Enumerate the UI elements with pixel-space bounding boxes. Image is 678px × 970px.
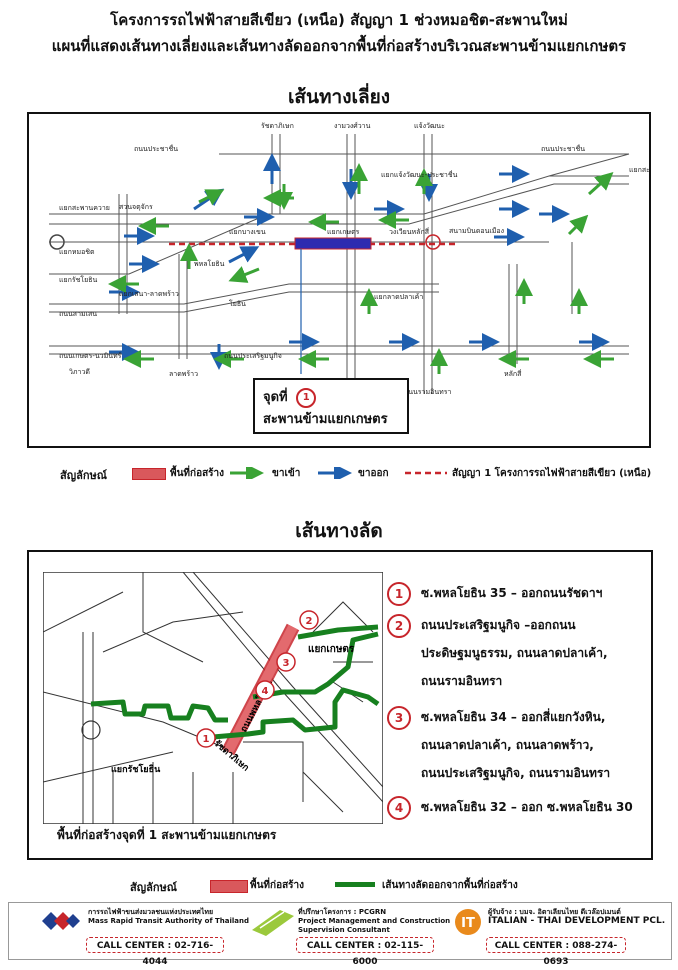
label-lakhsi: หลักสี่: [504, 369, 522, 378]
italthai-logo-icon: IT: [455, 909, 481, 935]
header-subtitle: แผนที่แสดงเส้นทางเลี่ยงและเส้นทางลัดออกจ…: [51, 37, 627, 55]
legend1: สัญลักษณ์: [60, 466, 107, 484]
road-network: [49, 134, 630, 394]
legend1-construction: พื้นที่ก่อสร้าง: [170, 468, 225, 479]
label-latprao: ลาดพร้าว: [169, 370, 198, 378]
legend1-contract-line: [405, 471, 447, 475]
construction-area-rect: [294, 237, 372, 250]
shortcut-heading: เส้นทางลัด: [295, 520, 383, 542]
sc-item-2b: ประดิษฐมนูธรรม, ถนนลาดปลาเค้า,: [421, 646, 608, 660]
sc-item-3b: ถนนลาดปลาเค้า, ถนนลาดพร้าว,: [421, 738, 594, 752]
pcgrn-logo-icon: [252, 910, 294, 936]
label-phaholyothin: พหลโยธิน: [194, 259, 225, 268]
svg-text:IT: IT: [461, 916, 475, 931]
sc-markers: 1 2 3 4: [196, 610, 319, 748]
label-prasert-h: ถนนประเสริฐมนูกิจ: [224, 352, 282, 360]
point-number-badge: 1: [296, 387, 317, 408]
legend1-inbound-arrow: [230, 467, 264, 479]
footer-call2: CALL CENTER : 02-115-6000: [296, 937, 434, 967]
sc-label-ratchayothin: แยกรัชโยธิน: [111, 763, 161, 775]
mrta-logo-icon: [42, 912, 80, 930]
svg-text:2: 2: [306, 616, 313, 627]
label-donmueang: สนามบินดอนเมือง: [449, 227, 504, 235]
point-label: จุดที่ 1: [263, 386, 326, 408]
sc-item-2: 2 ถนนประเสริฐมนูกิจ –ออกถนน: [387, 610, 576, 640]
svg-text:1: 1: [203, 734, 210, 745]
legend1-contract: สัญญา 1 โครงการรถไฟฟ้าสายสีเขียว (เหนือ): [452, 468, 652, 479]
legend2-construction: พื้นที่ก่อสร้าง: [250, 880, 305, 891]
label-chaengwattana: แจ้งวัฒนะ: [414, 122, 445, 130]
legend1-outbound: ขาออก: [358, 468, 389, 479]
svg-text:3: 3: [283, 658, 290, 669]
legend1-inbound: ขาเข้า: [272, 468, 301, 479]
label-ratchada: รัชดาภิเษก: [261, 122, 294, 130]
sc-item-3c: ถนนประเสริฐมนูกิจ, ถนนรามอินทรา: [421, 766, 611, 780]
legend2-shortcut-swatch: [335, 882, 375, 887]
svg-text:4: 4: [262, 686, 269, 697]
label-mochit: แยกหมอชิต: [59, 248, 95, 256]
label-prachachuen-r: ถนนประชาชื่น: [541, 144, 585, 153]
label-yothin: โยธิน: [229, 299, 246, 308]
label-ladplakhao: แยกลาดปลาเค้า: [374, 293, 423, 301]
legend1-title: สัญลักษณ์: [60, 469, 107, 482]
footer-org3: ผู้รับจ้าง : บมจ. อิตาเลียนไทย ดีเวล๊อปเ…: [488, 908, 666, 926]
shortcut-routes: [90, 624, 380, 740]
label-saphanmai: แยกสะพานใหม่: [629, 165, 649, 174]
detour-map: รัชดาภิเษก งามวงศ์วาน แจ้งวัฒนะ ถนนประชา…: [49, 122, 649, 396]
label-chatuchak: สวนจตุจักร: [119, 203, 153, 211]
label-bangkhen: แยกบางเขน: [229, 228, 266, 236]
label-kaset: แยกเกษตร: [327, 228, 360, 236]
label-sena: แยกเสนา-ลาดพร้าว: [119, 290, 179, 298]
sc-item-3: 3 ซ.พหลโยธิน 34 – ออกสี่แยกวังหิน,: [387, 702, 605, 732]
sc-item-2c: ถนนรามอินทรา: [421, 674, 503, 688]
legend1-construction-swatch: [132, 468, 166, 480]
legend2-title: สัญลักษณ์: [130, 881, 177, 894]
header-title: โครงการรถไฟฟ้าสายสีเขียว (เหนือ) สัญญา 1…: [110, 11, 568, 29]
label-kasetnawamin: ถนนเกษตร-นวมินทร์: [59, 352, 122, 360]
sc-item-4: 4 ซ.พหลโยธิน 32 – ออก ซ.พหลโยธิน 30: [387, 792, 633, 822]
sc-item-1: 1 ซ.พหลโยธิน 35 – ออกถนนรัชดาฯ: [387, 578, 602, 608]
footer-call3: CALL CENTER : 088-274-0693: [486, 937, 626, 967]
label-ramindra: ถนนรามอินทรา: [404, 388, 451, 396]
inbound-arrows: [108, 163, 614, 374]
roundabout-lakhsi: [425, 234, 441, 250]
shortcut-map: แยกเกษตร ถนนพหลโยธิน ถนนวิภาวดี แยกรัชโย…: [43, 572, 383, 824]
legend2-shortcut: เส้นทางลัดออกจากพื้นที่ก่อสร้าง: [382, 880, 518, 891]
legend1-outbound-arrow: [318, 467, 352, 479]
label-saphankhwai: แยกสะพานควาย: [59, 204, 110, 212]
detour-map-frame: รัชดาภิเษก งามวงศ์วาน แจ้งวัฒนะ ถนนประชา…: [27, 112, 651, 448]
label-prachachuen-l: ถนนประชาชื่น: [134, 144, 178, 153]
footer-call1: CALL CENTER : 02-716-4044: [86, 937, 224, 967]
label-chaengwattana-prachachuen: แยกแจ้งวัฒนะ-ประชาชื่น: [381, 170, 458, 179]
shortcut-frame: แยกเกษตร ถนนพหลโยธิน ถนนวิภาวดี แยกรัชโย…: [27, 550, 653, 860]
roundabout-left: [49, 234, 65, 250]
sc-map-caption: พื้นที่ก่อสร้างจุดที่ 1 สะพานข้ามแยกเกษต…: [57, 828, 277, 842]
detour-heading: เส้นทางเลี่ยง: [287, 86, 391, 108]
legend2-construction-swatch: [210, 880, 248, 893]
outbound-arrows: [109, 153, 610, 370]
label-ratchayothin: แยกรัชโยธิน: [59, 275, 97, 284]
label-ngamwong: งามวงศ์วาน: [334, 122, 371, 130]
label-samsen: ถนนสามเสน: [59, 310, 97, 318]
label-vibhavadi: วิภาวดี: [69, 368, 90, 376]
footer-org1: การรถไฟฟ้าขนส่งมวลชนแห่งประเทศไทย Mass R…: [88, 908, 249, 925]
footer-org2: ที่ปรึกษาโครงการ : PCGRN Project Managem…: [298, 908, 451, 934]
street-labels: รัชดาภิเษก งามวงศ์วาน แจ้งวัฒนะ ถนนประชา…: [59, 122, 649, 396]
sc-label-kaset: แยกเกษตร: [308, 644, 355, 655]
point-callout: จุดที่ 1 สะพานข้ามแยกเกษตร: [253, 378, 409, 434]
label-wongwian: วงเวียนหลักสี่: [389, 227, 430, 236]
point-name: สะพานข้ามแยกเกษตร: [263, 412, 388, 427]
